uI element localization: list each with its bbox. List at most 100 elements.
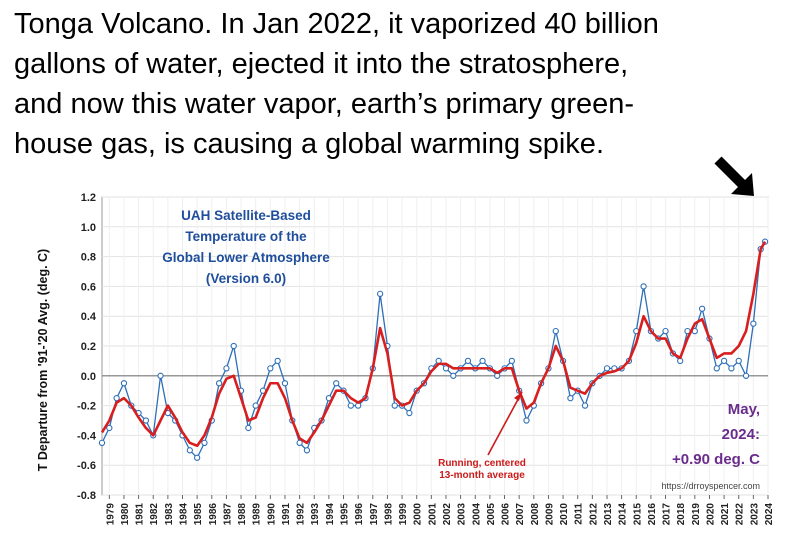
monthly-point [106, 424, 113, 432]
caption-line-2: gallons of water, ejected it into the st… [14, 48, 629, 80]
x-tick-label: 1994 [325, 503, 336, 526]
monthly-point [376, 290, 384, 297]
monthly-point [245, 424, 252, 432]
x-tick-label: 2021 [720, 503, 731, 526]
annotation-arrow-head [514, 392, 522, 401]
monthly-point [267, 365, 274, 372]
monthly-point [581, 402, 589, 409]
latest-value-annotation: May, 2024: +0.90 deg. C [672, 401, 760, 468]
x-tick-label: 2019 [691, 503, 702, 526]
y-tick-label: 0.8 [81, 252, 96, 264]
x-tick-label: 1982 [149, 503, 160, 526]
monthly-point [742, 372, 750, 379]
x-tick-label: 2001 [427, 503, 438, 526]
x-tick-label: 2014 [618, 503, 629, 526]
x-tick-label: 2016 [647, 503, 658, 526]
x-tick-label: 2006 [501, 503, 512, 526]
monthly-point [333, 380, 340, 387]
x-tick-label: 2002 [442, 503, 453, 526]
latest-year-label: 2024: [722, 426, 760, 443]
x-tick-label: 2020 [705, 503, 716, 526]
source-url: https://drroyspencer.com [661, 481, 760, 491]
x-tick-label: 1991 [281, 503, 292, 526]
chart-title: UAH Satellite-Based Temperature of the G… [162, 208, 330, 286]
average-line [100, 241, 767, 448]
monthly-point [98, 439, 106, 446]
monthly-point [120, 380, 128, 387]
monthly-point [186, 447, 193, 454]
title-line-1: UAH Satellite-Based [181, 208, 311, 223]
caption-line-1: Tonga Volcano. In Jan 2022, it vaporized… [14, 8, 659, 40]
monthly-point [113, 394, 120, 402]
monthly-point [640, 283, 647, 290]
y-tick-label: 0.2 [81, 341, 96, 353]
monthly-point [157, 372, 164, 379]
x-tick-label: 2017 [662, 503, 673, 526]
title-line-2: Temperature of the [185, 229, 307, 244]
x-tick-label: 2007 [515, 503, 526, 526]
monthly-point [223, 365, 230, 372]
x-tick-label: 1988 [237, 503, 248, 526]
arrow-shaft [714, 156, 749, 191]
monthly-point [193, 454, 201, 461]
x-tick-label: 2024 [764, 503, 775, 526]
x-tick-label: 2012 [588, 503, 599, 526]
annotation-arrow-line [487, 391, 523, 456]
y-tick-label: -0.2 [77, 401, 96, 413]
y-tick-label: -0.8 [77, 490, 96, 502]
running-average-label-2: 13-month average [439, 470, 525, 481]
monthly-point [391, 402, 398, 409]
monthly-point [735, 357, 742, 365]
x-tick-label: 2022 [735, 503, 746, 526]
running-average-label-1: Running, centered [438, 458, 526, 469]
x-tick-label: 1985 [193, 503, 204, 526]
x-tick-label: 1987 [222, 503, 233, 526]
x-tick-label: 1980 [120, 503, 131, 526]
caption-line-3: and now this water vapor, earth’s primar… [14, 88, 635, 120]
monthly-point [552, 327, 559, 335]
x-tick-label: 2000 [413, 503, 424, 526]
monthly-point [442, 365, 450, 372]
x-tick-label: 1984 [179, 503, 190, 526]
x-tick-label: 2023 [749, 503, 760, 526]
monthly-point [508, 357, 515, 365]
monthly-point [523, 417, 530, 424]
x-axis: 1979 1980 1981 1982 1983 1984 1985 1986 1987 1988… [105, 495, 775, 525]
monthly-point [450, 372, 457, 379]
monthly-point [479, 357, 486, 365]
latest-value-label: +0.90 deg. C [672, 451, 760, 468]
monthly-point [230, 342, 237, 350]
latest-month-label: May, [728, 401, 760, 418]
monthly-point [347, 402, 354, 409]
monthly-point [750, 320, 757, 327]
monthly-point [215, 380, 223, 387]
x-tick-label: 2008 [530, 503, 541, 526]
annotation-running-average: Running, centered 13-month average [438, 391, 526, 481]
monthly-point [464, 357, 472, 365]
x-tick-label: 1981 [135, 503, 146, 526]
title-line-3: Global Lower Atmosphere [162, 250, 330, 265]
monthly-point [296, 439, 303, 446]
monthly-point [252, 402, 259, 409]
x-tick-label: 1979 [105, 503, 116, 526]
x-tick-label: 1993 [310, 503, 321, 526]
monthly-point [720, 357, 728, 365]
y-axis: -0.8 -0.6 -0.4 -0.2 0.0 0.2 0.4 0.6 0.8 1.0 1.2 [77, 192, 97, 502]
x-tick-label: 1998 [383, 503, 394, 526]
monthly-point [281, 380, 289, 387]
monthly-point [603, 365, 611, 372]
y-tick-label: 0.4 [81, 311, 97, 323]
y-tick-label: 1.2 [81, 192, 96, 204]
monthly-point [406, 409, 413, 417]
x-tick-label: 2015 [632, 503, 643, 526]
x-tick-label: 2018 [676, 503, 687, 526]
monthly-point [274, 357, 281, 365]
x-tick-label: 1990 [266, 503, 277, 526]
x-tick-label: 1995 [340, 503, 351, 526]
monthly-point [142, 417, 150, 424]
x-tick-label: 1986 [208, 503, 219, 526]
y-tick-label: 0.0 [81, 371, 96, 383]
x-tick-label: 1983 [164, 503, 175, 526]
title-line-4: (Version 6.0) [206, 271, 286, 286]
